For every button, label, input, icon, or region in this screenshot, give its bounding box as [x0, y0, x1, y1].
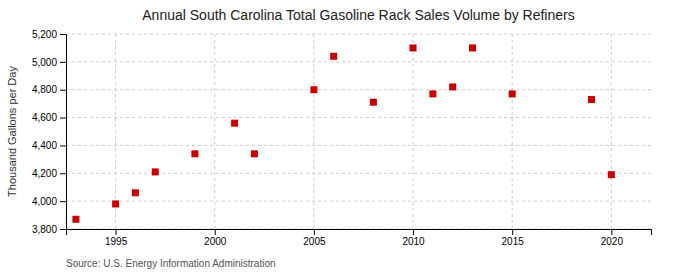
y-axis-tick: 4,600: [32, 112, 66, 123]
y-axis-tick: 4,400: [32, 140, 66, 151]
x-axis-tick-label: 1995: [105, 236, 128, 247]
x-axis-tick-mark: [611, 229, 612, 235]
y-axis-tick-mark: [60, 229, 66, 230]
x-axis-tick-label: 2020: [601, 236, 624, 247]
point: [588, 96, 595, 103]
x-axis-tick: 2015: [502, 229, 525, 247]
point: [152, 168, 159, 175]
grid-line: [66, 117, 651, 118]
grid-line: [413, 34, 414, 229]
title: Annual South Carolina Total Gasoline Rac…: [142, 7, 574, 23]
grid: [66, 34, 651, 229]
grid-line: [115, 34, 116, 229]
y-axis-tick-mark: [60, 90, 66, 91]
x-axis-tick-label: 2010: [402, 236, 425, 247]
x-axis: 1995 2000 2005 2010 2015 2020: [67, 229, 652, 247]
x-axis-tick-mark: [116, 229, 117, 235]
y-axis: 3,800 4,000 4,200 4,400 4,600 4,800 5,000 5,200: [32, 29, 67, 235]
y-axis-title: Thousand Gallons per Day: [6, 66, 18, 197]
grid-line: [611, 34, 612, 229]
x-axis-tick: 2005: [303, 229, 326, 247]
point: [251, 150, 258, 157]
point: [429, 90, 436, 97]
x-axis-tick: 2010: [402, 229, 425, 247]
point: [231, 120, 238, 127]
x-axis-tick-mark: [512, 229, 513, 235]
x-axis-tick-label: 2015: [502, 236, 525, 247]
y-axis-tick-mark: [60, 118, 66, 119]
points: [72, 44, 614, 222]
chart: 1995 2000 2005 2010 2015 2020 3,800 4,000 4,200 4…: [0, 0, 675, 275]
y-axis-tick-mark: [60, 62, 66, 63]
x-axis-tick-mark: [215, 229, 216, 235]
y-axis-tick: 4,000: [32, 196, 66, 207]
y-axis-tick-label: 4,000: [32, 196, 57, 207]
y-axis-tick-label: 4,800: [32, 84, 57, 95]
grid-line: [66, 145, 651, 146]
y-axis-tick-label: 3,800: [32, 224, 57, 235]
y-axis-line: [60, 35, 67, 230]
grid-line: [214, 34, 215, 229]
point: [132, 189, 139, 196]
x-axis-tick-label: 2005: [303, 236, 326, 247]
x-axis-tick-mark: [314, 229, 315, 235]
y-axis-tick-label: 4,200: [32, 168, 57, 179]
point: [370, 99, 377, 106]
point: [72, 216, 79, 223]
y-axis-tick-label: 5,200: [32, 29, 57, 40]
point: [509, 90, 516, 97]
point: [112, 200, 119, 207]
y-axis-tick-mark: [60, 173, 66, 174]
grid-line: [66, 89, 651, 90]
x-axis-tick-mark: [413, 229, 414, 235]
point: [330, 53, 337, 60]
point: [608, 171, 615, 178]
y-axis-tick-mark: [60, 201, 66, 202]
y-axis-tick-label: 4,600: [32, 112, 57, 123]
point: [310, 86, 317, 93]
y-axis-tick-mark: [60, 145, 66, 146]
x-axis-tick: 2020: [601, 229, 624, 247]
y-axis-tick: 4,800: [32, 84, 66, 95]
x-axis-line: [67, 230, 652, 236]
point: [191, 150, 198, 157]
plot-area: 1995 2000 2005 2010 2015 2020 3,800 4,000 4,200 4…: [32, 29, 652, 247]
y-axis-tick: 5,200: [32, 29, 66, 40]
x-axis-tick: 1995: [105, 229, 128, 247]
y-axis-tick-label: 5,000: [32, 57, 57, 68]
x-axis-tick-label: 2000: [204, 236, 227, 247]
grid-line: [66, 61, 651, 62]
point: [410, 44, 417, 51]
point: [449, 83, 456, 90]
grid-line: [66, 201, 651, 202]
y-axis-tick: 3,800: [32, 224, 66, 235]
y-axis-tick: 5,000: [32, 57, 66, 68]
grid-line: [313, 34, 314, 229]
grid-line: [512, 34, 513, 229]
y-axis-tick: 4,200: [32, 168, 66, 179]
point: [469, 44, 476, 51]
x-axis-tick: 2000: [204, 229, 227, 247]
annotation: Source: U.S. Energy Information Administ…: [66, 258, 276, 269]
y-axis-tick-mark: [60, 34, 66, 35]
y-axis-tick-label: 4,400: [32, 140, 57, 151]
grid-line: [66, 34, 651, 35]
